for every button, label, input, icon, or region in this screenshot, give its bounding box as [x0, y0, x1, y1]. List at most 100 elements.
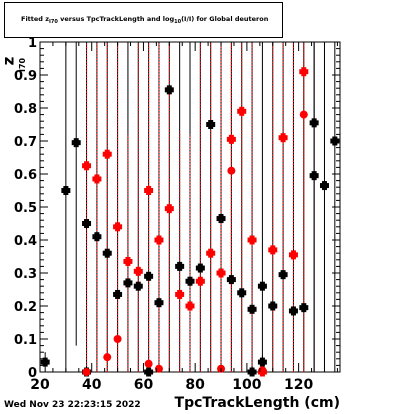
marker-vbar [239, 106, 245, 116]
marker-vbar [166, 204, 172, 214]
y-tick-label: 1 [28, 36, 37, 51]
marker-vbar [146, 367, 152, 377]
marker-vbar [156, 298, 162, 308]
marker-vbar [115, 289, 121, 299]
data-point-black [247, 304, 257, 314]
data-point-red [154, 235, 164, 245]
data-point-black [319, 181, 329, 191]
marker-vbar [135, 281, 141, 291]
x-tick-label: 80 [185, 377, 205, 393]
y-axis-label: z I70 [0, 42, 27, 92]
data-point-circle [154, 364, 163, 373]
data-point-black [247, 367, 257, 377]
data-point-red [123, 256, 133, 266]
marker-vbar [249, 235, 255, 245]
title-sub1: I70 [49, 19, 58, 25]
data-point-red [92, 174, 102, 184]
data-point-red [102, 149, 112, 159]
title-suffix: (I/I) for Global deuteron [181, 15, 269, 23]
data-point-black [92, 232, 102, 242]
marker-vbar [73, 138, 79, 148]
x-tick-label: 60 [134, 377, 154, 393]
data-point-red [144, 186, 154, 195]
data-point-black [185, 276, 195, 286]
y-tick-label: 0 [28, 366, 37, 381]
data-point-black [288, 306, 298, 316]
marker-vbar [249, 304, 255, 314]
y-axis-label-sub: I70 [18, 57, 27, 72]
marker-vbar [94, 232, 100, 242]
data-point-black [40, 357, 50, 367]
title-box: Fitted zI70 versus TpcTrackLength and lo… [4, 2, 283, 38]
data-point-red [185, 301, 195, 311]
data-point-circle [299, 110, 308, 119]
data-point-black [268, 301, 278, 311]
marker-vbar [228, 275, 234, 285]
data-point-black [226, 275, 236, 285]
x-tick-label: 120 [284, 377, 313, 393]
data-point-black [71, 138, 81, 148]
marker-vbar [177, 289, 183, 299]
data-point-red [216, 268, 226, 278]
y-tick-label: 0.3 [14, 267, 37, 282]
marker-vbar [63, 186, 69, 195]
data-point-black [102, 248, 112, 258]
data-point-red [113, 222, 123, 232]
data-point-red [268, 245, 278, 255]
chart-title: Fitted zI70 versus TpcTrackLength and lo… [21, 15, 269, 25]
marker-vbar [135, 266, 141, 276]
data-point-red [164, 204, 174, 214]
data-point-red [82, 161, 92, 171]
data-point-black [175, 261, 185, 271]
marker-vbar [146, 186, 152, 195]
marker-vbar [280, 133, 286, 143]
marker-vbar [228, 134, 234, 144]
data-point-black [164, 85, 174, 95]
data-point-red [288, 250, 298, 260]
marker-vbar [177, 261, 183, 271]
marker-vbar [84, 161, 90, 171]
marker-vbar [187, 301, 193, 311]
data-point-red [237, 106, 247, 116]
data-point-black [113, 289, 123, 299]
marker-vbar [104, 248, 110, 258]
marker-vbar [156, 235, 162, 245]
data-point-black [82, 219, 92, 228]
marker-vbar [84, 219, 90, 228]
marker-vbar [208, 120, 214, 129]
marker-vbar [311, 171, 317, 181]
y-tick-label: 0.7 [14, 135, 37, 150]
data-point-circle [144, 359, 153, 368]
data-point-black [257, 281, 267, 291]
data-point-red [278, 133, 288, 143]
marker-vbar [166, 85, 172, 95]
data-point-black [309, 171, 319, 181]
error-bars [44, 42, 336, 372]
data-point-circle [82, 368, 91, 376]
timestamp: Wed Nov 23 22:23:15 2022 [4, 400, 141, 410]
data-point-black [278, 270, 288, 280]
x-tick-label: 100 [232, 377, 261, 393]
marker-vbar [197, 276, 203, 286]
data-point-black [309, 118, 319, 128]
title-mid: versus TpcTrackLength and log [57, 15, 175, 23]
y-tick-label: 0.8 [14, 102, 37, 117]
data-point-circle [227, 166, 236, 175]
marker-vbar [249, 367, 255, 377]
y-tick-label: 0.6 [14, 168, 37, 183]
marker-vbar [42, 357, 48, 367]
x-tick-label: 40 [82, 377, 102, 393]
marker-vbar [218, 214, 224, 224]
title-sub2: 10 [174, 19, 182, 25]
marker-vbar [187, 276, 193, 286]
marker-vbar [218, 268, 224, 278]
data-point-red [247, 235, 257, 245]
marker-vbar [270, 301, 276, 311]
data-point-red [206, 248, 216, 258]
data-point-red [175, 289, 185, 299]
data-point-black [133, 281, 143, 291]
data-point-black [216, 214, 226, 224]
data-point-red [133, 266, 143, 276]
